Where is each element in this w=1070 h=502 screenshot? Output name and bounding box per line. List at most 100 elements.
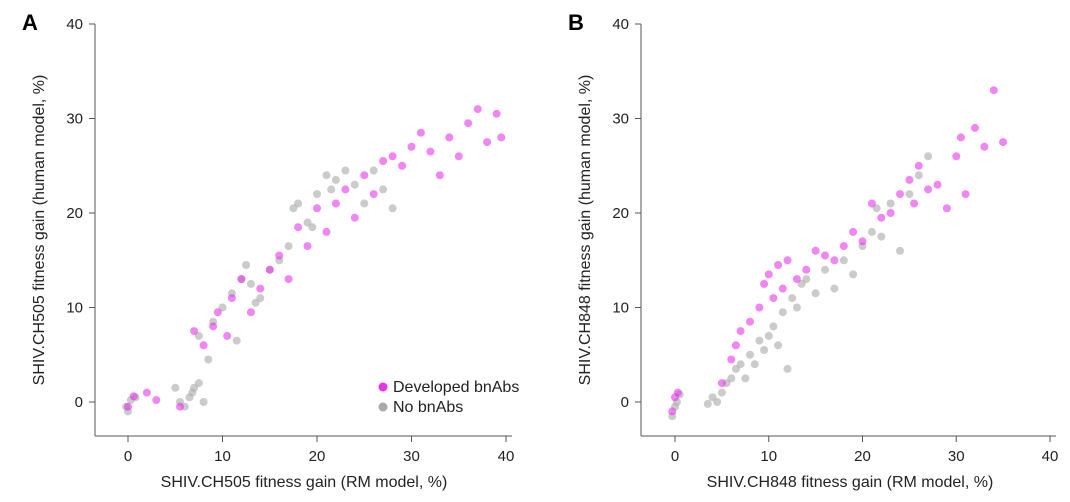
panel-b-point-no-bnabs bbox=[746, 350, 754, 359]
panel-a-point-no-bnabs bbox=[313, 190, 321, 199]
panel-a-letter: A bbox=[22, 10, 38, 35]
legend-developed-label: Developed bnAbs bbox=[393, 379, 519, 396]
panel-b-chart: B 0 10 20 30 40 0 10 20 30 40 SHIV.CH848 fitness … bbox=[568, 10, 1058, 491]
panel-a-point-developed bbox=[416, 128, 425, 137]
panel-a-point-developed bbox=[322, 227, 331, 236]
panel-a-x-tick-label: 40 bbox=[498, 448, 515, 465]
panel-a-point-developed bbox=[223, 331, 232, 340]
panel-b-point-no-bnabs bbox=[802, 275, 811, 284]
panel-a-x-axis-label: SHIV.CH505 fitness gain (RM model, %) bbox=[161, 474, 448, 491]
panel-b-point-developed bbox=[961, 190, 970, 199]
panel-b-point-developed bbox=[956, 133, 965, 142]
panel-a-point-no-bnabs bbox=[294, 199, 303, 208]
panel-a-x-tick-label: 10 bbox=[214, 448, 231, 465]
panel-a-point-no-bnabs bbox=[388, 204, 397, 213]
panel-b-point-developed bbox=[746, 317, 754, 326]
panel-b-point-no-bnabs bbox=[764, 331, 773, 340]
panel-b-point-no-bnabs bbox=[924, 152, 933, 161]
panel-a-point-developed bbox=[445, 133, 454, 142]
panel-a-point-no-bnabs bbox=[308, 223, 317, 232]
panel-b-point-no-bnabs bbox=[778, 308, 787, 317]
panel-b-point-developed bbox=[783, 256, 792, 265]
panel-b-y-tick-label: 0 bbox=[621, 394, 629, 411]
panel-b-point-no-bnabs bbox=[792, 303, 801, 312]
panel-a-point-developed bbox=[464, 119, 473, 128]
panel-b-point-developed bbox=[896, 190, 904, 199]
panel-b-point-developed bbox=[760, 279, 769, 288]
panel-b-x-tick-label: 0 bbox=[671, 448, 679, 465]
panel-a-x-tick-label: 0 bbox=[124, 448, 132, 465]
panel-b-x-tick-label: 10 bbox=[760, 448, 777, 465]
panel-b-point-no-bnabs bbox=[783, 364, 792, 373]
panel-a-point-no-bnabs bbox=[188, 388, 197, 397]
panel-a-point-no-bnabs bbox=[246, 279, 255, 288]
panel-a-point-no-bnabs bbox=[232, 336, 241, 345]
panel-b-point-developed bbox=[821, 251, 829, 260]
panel-b-point-developed bbox=[792, 275, 801, 284]
panel-a-point-developed bbox=[152, 396, 161, 405]
panel-b-point-developed bbox=[924, 185, 933, 194]
panel-a-points bbox=[122, 105, 506, 416]
panel-b-point-no-bnabs bbox=[717, 388, 726, 397]
panel-a-point-developed bbox=[350, 213, 359, 222]
panel-b-point-developed bbox=[849, 227, 858, 236]
panel-b-point-no-bnabs bbox=[703, 399, 712, 408]
panel-b-points bbox=[668, 86, 1008, 421]
panel-a-point-developed bbox=[265, 265, 274, 274]
panel-a-point-no-bnabs bbox=[322, 171, 331, 180]
panel-a-x-tick-label: 30 bbox=[403, 448, 420, 465]
panel-b-point-developed bbox=[755, 303, 764, 312]
panel-b-ticks: 0 10 20 30 40 0 10 20 30 40 bbox=[612, 16, 1058, 465]
panel-a-point-developed bbox=[473, 105, 482, 114]
panel-b-point-developed bbox=[736, 327, 745, 336]
panel-a-point-developed bbox=[199, 341, 208, 350]
panel-b-point-developed bbox=[727, 355, 736, 364]
panel-a-point-developed bbox=[497, 133, 506, 142]
legend-developed-marker bbox=[378, 382, 388, 392]
panel-b-point-no-bnabs bbox=[769, 322, 778, 331]
panel-a-point-developed bbox=[237, 275, 246, 284]
panel-b-point-developed bbox=[839, 242, 848, 251]
panel-b-point-developed bbox=[867, 199, 876, 208]
panel-b-point-developed bbox=[942, 204, 951, 213]
panel-b-point-no-bnabs bbox=[736, 360, 745, 369]
panel-b-point-developed bbox=[989, 86, 998, 95]
panel-b-x-axis-label: SHIV.CH848 fitness gain (RM model, %) bbox=[707, 474, 994, 491]
panel-a-point-no-bnabs bbox=[171, 383, 180, 392]
panel-b-y-tick-label: 10 bbox=[612, 300, 629, 317]
panel-b-point-no-bnabs bbox=[788, 294, 797, 303]
panel-b-point-developed bbox=[811, 246, 820, 255]
panel-b-x-tick-label: 40 bbox=[1042, 448, 1059, 465]
panel-b-point-developed bbox=[886, 209, 895, 217]
panel-a-point-developed bbox=[246, 308, 255, 317]
panel-a-point-no-bnabs bbox=[350, 180, 359, 189]
panel-a-point-no-bnabs bbox=[199, 398, 208, 406]
panel-a-point-no-bnabs bbox=[251, 298, 260, 307]
panel-b-point-developed bbox=[999, 138, 1008, 147]
panel-a-point-developed bbox=[227, 294, 236, 303]
panel-b-point-developed bbox=[717, 379, 726, 388]
panel-a-point-developed bbox=[256, 284, 265, 293]
panel-a-point-developed bbox=[294, 223, 303, 232]
panel-a-point-no-bnabs bbox=[331, 175, 340, 184]
panel-a-y-axis-label: SHIV.CH505 fitness gain (human model, %) bbox=[31, 75, 48, 386]
panel-a-point-developed bbox=[275, 251, 284, 260]
panel-a-point-no-bnabs bbox=[327, 185, 336, 194]
panel-b-point-no-bnabs bbox=[877, 232, 886, 241]
panel-a-point-developed bbox=[190, 327, 199, 336]
panel-b-point-no-bnabs bbox=[896, 246, 904, 255]
panel-b-point-developed bbox=[933, 180, 942, 189]
panel-a-point-developed bbox=[360, 171, 369, 180]
panel-b-point-no-bnabs bbox=[839, 256, 848, 265]
panel-b-point-developed bbox=[668, 407, 677, 416]
panel-a-y-tick-label: 0 bbox=[75, 394, 83, 411]
legend: Developed bnAbs No bnAbs bbox=[378, 379, 519, 416]
panel-a-point-no-bnabs bbox=[284, 242, 293, 251]
legend-no-bnabs-marker bbox=[378, 402, 388, 412]
panel-a-point-developed bbox=[209, 322, 218, 331]
panel-b-point-no-bnabs bbox=[750, 360, 759, 369]
panel-b-point-no-bnabs bbox=[821, 265, 829, 274]
panel-b-point-developed bbox=[764, 270, 773, 279]
panel-b-x-tick-label: 20 bbox=[854, 448, 871, 465]
panel-a-point-no-bnabs bbox=[242, 261, 251, 269]
